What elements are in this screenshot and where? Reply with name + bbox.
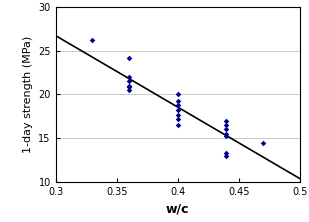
Point bbox=[175, 117, 180, 121]
Point bbox=[224, 128, 229, 131]
Point bbox=[175, 93, 180, 96]
Point bbox=[175, 103, 180, 107]
Point bbox=[224, 151, 229, 155]
Point bbox=[126, 84, 131, 87]
Point bbox=[126, 85, 131, 89]
Point bbox=[224, 154, 229, 158]
Point bbox=[224, 134, 229, 137]
Point bbox=[224, 132, 229, 136]
Point bbox=[175, 123, 180, 127]
Y-axis label: 1-day strength (MPa): 1-day strength (MPa) bbox=[23, 36, 33, 153]
Point bbox=[224, 119, 229, 122]
X-axis label: w/c: w/c bbox=[166, 202, 189, 216]
Point bbox=[126, 79, 131, 83]
Point bbox=[175, 108, 180, 112]
Point bbox=[126, 88, 131, 92]
Point bbox=[261, 141, 266, 144]
Point bbox=[90, 38, 95, 42]
Point bbox=[126, 57, 131, 60]
Point bbox=[175, 100, 180, 103]
Point bbox=[224, 123, 229, 127]
Point bbox=[126, 75, 131, 79]
Point bbox=[175, 113, 180, 116]
